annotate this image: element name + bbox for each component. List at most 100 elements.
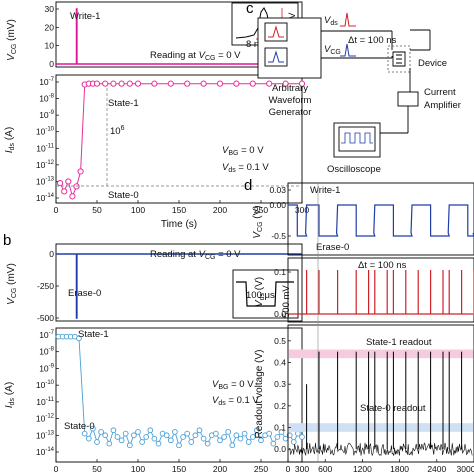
b-top-ytick-label: -250: [37, 281, 54, 291]
b-top-erase-trace: [56, 253, 302, 319]
b-vds-label: Vds = 0.1 V: [212, 395, 259, 407]
b-state0-label: State-0: [64, 421, 95, 432]
b-data-point: [151, 435, 158, 442]
a-bot-xtick-label: 150: [172, 205, 186, 215]
b-top-ytick-label: 0: [49, 249, 54, 259]
a-write1-label: Write-1: [70, 11, 100, 22]
b-vbg-label: VBG = 0 V: [212, 379, 254, 391]
d-bot-ytick-label: 0.0: [274, 444, 286, 454]
panel-c-schematic: c Arbitrary Waveform Generator Vds VCG Δ…: [246, 0, 461, 175]
b-data-point: [290, 439, 297, 445]
b-data-point: [98, 429, 104, 435]
a-data-point: [118, 80, 125, 87]
b-bot-ytick-label: 10-13: [36, 430, 55, 440]
b-data-point: [180, 434, 186, 440]
b-data-point: [155, 440, 162, 447]
d-state1-readout-label: State-1 readout: [366, 337, 432, 348]
d-mid-ytick-label: 0.1: [274, 267, 286, 277]
d-bot-ytick-label: 0.4: [274, 358, 286, 368]
panel-letter-d: d: [244, 177, 252, 194]
d-bottom-frame: [287, 324, 474, 463]
b-data-point: [254, 427, 260, 434]
b-data-point: [147, 427, 154, 434]
d-state0-band: [289, 423, 473, 432]
b-data-point: [188, 439, 195, 445]
a-top-ylabel: VCG (mV): [6, 19, 18, 61]
a-data-point: [57, 179, 64, 187]
b-bot-ytick-label: 10-11: [36, 397, 54, 407]
b-data-point: [245, 439, 252, 445]
d-bot-xtick-label: 3000: [457, 464, 474, 474]
a-data-point: [167, 80, 174, 87]
b-top-inset: 100 μs 500 mV: [232, 269, 299, 319]
oscilloscope-label: Oscilloscope: [327, 164, 381, 175]
panel-b: b -500 -250 0 VCG (mV) Erase-0 Reading at …: [3, 232, 309, 474]
b-top-frame: [55, 243, 303, 322]
b-data-point: [266, 430, 273, 437]
b-data-point: [143, 434, 150, 440]
a-xlabel: Time (s): [161, 219, 197, 230]
b-data-point: [176, 442, 182, 449]
a-data-point: [110, 80, 117, 87]
a-bot-xtick-label: 100: [131, 205, 145, 215]
a-bot-xtick-label: 50: [92, 205, 102, 215]
a-data-point: [73, 183, 80, 190]
b-bottom-ylabel: Ids (A): [4, 382, 16, 408]
a-bot-ytick-label: 10-10: [36, 127, 55, 137]
b-data-point: [249, 434, 256, 440]
b-data-point: [295, 430, 301, 437]
a-state0-label: State-0: [108, 190, 139, 201]
d-top-vcg-trace: [288, 204, 474, 237]
vcg-label: VCG: [324, 44, 341, 56]
b-data-point: [278, 429, 285, 435]
d-mid-dt-label: Δt = 100 ns: [358, 260, 407, 271]
b-inset-voltage: 500 mV: [281, 285, 292, 318]
d-bot-ytick-label: 0.3: [274, 379, 286, 389]
b-data-point: [139, 439, 145, 445]
b-data-point: [229, 442, 236, 449]
b-bot-xtick-label: 200: [213, 464, 227, 474]
d-write1-label: Write-1: [310, 185, 340, 196]
a-data-point: [216, 80, 224, 87]
a-bot-xtick-label: 250: [254, 205, 268, 215]
b-bot-ytick-label: 10-12: [36, 414, 55, 424]
a-bot-ytick-label: 10-11: [36, 143, 54, 153]
b-inset-pulse: [236, 281, 294, 307]
d-bot-xtick-label: 2400: [427, 464, 446, 474]
b-data-point: [233, 432, 240, 439]
dt-label: Δt = 100 ns: [348, 35, 397, 46]
a-data-point: [69, 193, 76, 200]
d-state0-readout-label: State-0 readout: [360, 403, 426, 414]
b-bot-xtick-label: 100: [131, 464, 145, 474]
a-bot-ytick-label: 10-7: [39, 77, 54, 87]
panel-letter-c: c: [246, 0, 254, 17]
d-bottom-yticks: 0.0 0.1 0.2 0.3 0.4 0.5: [274, 336, 291, 454]
a-top-ytick-label: 0: [49, 59, 54, 69]
a-data-point: [93, 80, 101, 87]
vds-pulse-icon: [340, 12, 356, 27]
device-icon: [392, 51, 406, 67]
a-data-point: [151, 80, 158, 87]
a-bot-xtick-label: 300: [295, 205, 309, 215]
b-erase0-label: Erase-0: [68, 288, 101, 299]
d-state1-band: [289, 349, 473, 359]
d-bot-xtick-label: 600: [318, 464, 332, 474]
b-data-point: [118, 437, 125, 444]
b-data-point: [135, 429, 141, 435]
b-data-point: [76, 335, 82, 342]
a-bottom-yticks: 10-14 10-13 10-12 10-11 10-10 10-9 10-8 10-7: [36, 77, 59, 203]
awg-label-line3: Generator: [269, 107, 312, 118]
a-data-point: [184, 80, 191, 87]
d-mid-frame: [287, 257, 474, 323]
b-bot-xtick-label: 0: [54, 464, 59, 474]
d-bot-xtick-label: 1800: [390, 464, 409, 474]
a-top-ytick-label: 10: [45, 41, 55, 51]
d-erase0-label: Erase-0: [316, 242, 349, 253]
b-bot-xtick-label: 250: [254, 464, 268, 474]
a-data-point: [266, 80, 273, 87]
b-data-point: [274, 434, 281, 440]
a-bottom-points: [57, 80, 306, 200]
a-vds-label: Vds = 0.1 V: [222, 162, 269, 174]
a-bot-xtick-label: 0: [54, 205, 59, 215]
d-top-frame: [287, 182, 474, 256]
